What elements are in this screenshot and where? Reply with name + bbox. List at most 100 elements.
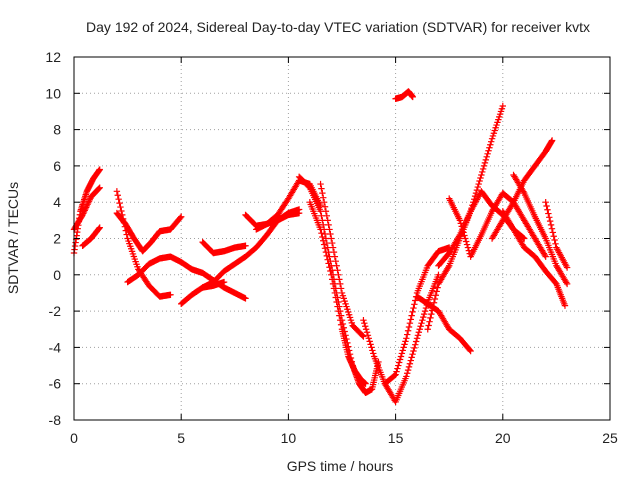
data-point-marker [329, 244, 337, 251]
data-point-marker [123, 231, 130, 238]
data-point-marker [362, 326, 370, 333]
data-point-marker [563, 280, 571, 288]
data-point-marker [336, 312, 343, 319]
data-point-marker [418, 320, 425, 327]
data-point-marker [475, 180, 482, 188]
series-sat-m [306, 199, 369, 387]
data-point-marker [425, 322, 432, 329]
data-point-marker [117, 203, 124, 211]
data-point-marker [413, 335, 421, 342]
data-point-marker [411, 344, 418, 352]
data-point-marker [432, 292, 439, 299]
x-tick-label: 20 [495, 430, 511, 446]
y-tick-label: 2 [53, 231, 61, 247]
data-point-marker [80, 208, 88, 216]
data-point-marker [392, 371, 399, 378]
data-point-marker [82, 205, 89, 213]
data-point-marker [368, 344, 375, 351]
data-point-marker [405, 363, 413, 371]
axis-layer: 0 5 10 15 20 25 -8 -6 -4 -2 0 2 4 6 8 10 12 [45, 49, 618, 446]
series-sat-r [413, 293, 474, 355]
data-point-marker [321, 245, 329, 252]
data-point-marker [420, 310, 428, 318]
data-point-marker [95, 185, 102, 193]
data-point-marker [415, 329, 423, 336]
data-point-marker [395, 359, 403, 366]
series-sat-w [499, 208, 569, 309]
data-layer [70, 88, 571, 406]
data-point-marker [396, 356, 404, 363]
y-axis-label: SDTVAR / TECUs [5, 182, 21, 294]
data-point-marker [322, 208, 330, 215]
data-point-marker [320, 241, 328, 248]
data-point-marker [434, 284, 441, 291]
data-point-marker [412, 338, 420, 345]
data-point-marker [337, 280, 344, 288]
data-point-marker [122, 227, 130, 234]
data-point-marker [335, 271, 342, 278]
data-point-marker [85, 198, 93, 205]
data-point-marker [486, 144, 493, 151]
data-point-marker [113, 188, 121, 195]
data-point-marker [563, 279, 570, 286]
data-point-marker [548, 137, 556, 144]
data-point-marker [542, 199, 549, 206]
data-point-marker [121, 223, 129, 230]
data-point-marker [421, 307, 429, 315]
data-point-marker [83, 202, 91, 210]
data-point-marker [323, 212, 331, 220]
data-point-marker [95, 225, 103, 232]
data-point-marker [330, 248, 338, 256]
data-point-marker [119, 215, 127, 223]
y-tick-label: -6 [49, 376, 62, 392]
data-point-marker [411, 301, 418, 308]
data-point-marker [364, 332, 372, 339]
data-point-marker [95, 185, 103, 192]
series-sat-e [113, 188, 174, 300]
data-point-marker [407, 357, 414, 364]
data-point-marker [402, 338, 409, 345]
series-sat-k [253, 209, 303, 233]
data-point-marker [520, 234, 527, 241]
data-point-marker [366, 338, 373, 345]
y-tick-label: -8 [49, 412, 62, 428]
data-point-marker [417, 323, 424, 330]
data-point-marker [546, 214, 553, 221]
data-point-marker [476, 177, 483, 185]
data-point-marker [325, 260, 332, 267]
data-point-marker [412, 341, 419, 348]
series-sat-x [510, 171, 571, 288]
data-point-marker [96, 224, 103, 231]
data-point-marker [177, 214, 184, 221]
data-point-marker [362, 323, 369, 330]
data-point-marker [118, 207, 125, 215]
data-point-marker [320, 199, 328, 206]
series-sat-y [542, 199, 571, 271]
data-point-marker [400, 344, 407, 351]
data-point-marker [320, 194, 327, 201]
data-point-marker [115, 195, 122, 203]
data-point-marker [479, 165, 487, 173]
data-point-marker [327, 230, 334, 238]
data-point-marker [429, 307, 436, 314]
data-point-marker [359, 332, 366, 339]
data-point-marker [96, 184, 103, 191]
data-point-marker [178, 213, 185, 220]
data-point-marker [319, 233, 326, 241]
data-point-marker [119, 211, 126, 219]
data-point-marker [467, 347, 474, 355]
data-point-marker [167, 291, 174, 298]
data-point-marker [363, 329, 371, 336]
data-point-marker [242, 242, 249, 249]
data-point-marker [407, 316, 414, 323]
data-point-marker [328, 235, 335, 242]
data-point-marker [466, 346, 473, 354]
data-point-marker [406, 320, 414, 327]
data-point-marker [552, 240, 559, 247]
data-point-marker [474, 183, 481, 191]
data-point-marker [81, 207, 88, 214]
data-point-marker [499, 102, 506, 110]
data-point-marker [220, 278, 228, 286]
data-point-marker [462, 235, 469, 242]
